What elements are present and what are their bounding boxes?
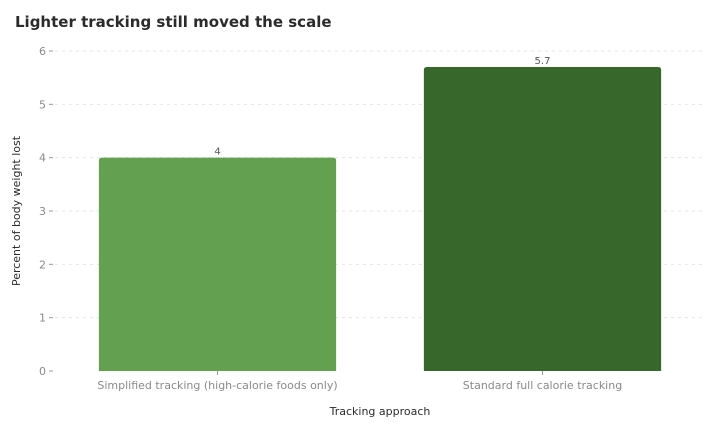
y-tick-label: 3 <box>39 205 46 218</box>
y-tick-label: 2 <box>39 258 46 271</box>
y-tick-label: 1 <box>39 312 46 325</box>
y-tick-label: 4 <box>39 152 46 165</box>
bar <box>98 157 337 371</box>
chart-title: Lighter tracking still moved the scale <box>15 13 332 31</box>
x-tick-label: Standard full calorie tracking <box>463 379 622 392</box>
bar <box>423 67 662 371</box>
axes: 0 1 2 3 4 5 6 Simplified tracking (high-calorie… <box>39 45 622 392</box>
bar-value-label: 5.7 <box>535 56 551 67</box>
x-tick-label: Simplified tracking (high-calorie foods … <box>97 379 337 392</box>
bar-value-label: 4 <box>214 147 220 158</box>
bars: 45.7 <box>98 56 662 371</box>
y-tick-label: 6 <box>39 45 46 58</box>
y-tick-label: 0 <box>39 365 46 378</box>
y-tick-label: 5 <box>39 98 46 111</box>
y-axis-title: Percent of body weight lost <box>10 135 23 286</box>
x-axis-title: Tracking approach <box>329 405 431 418</box>
